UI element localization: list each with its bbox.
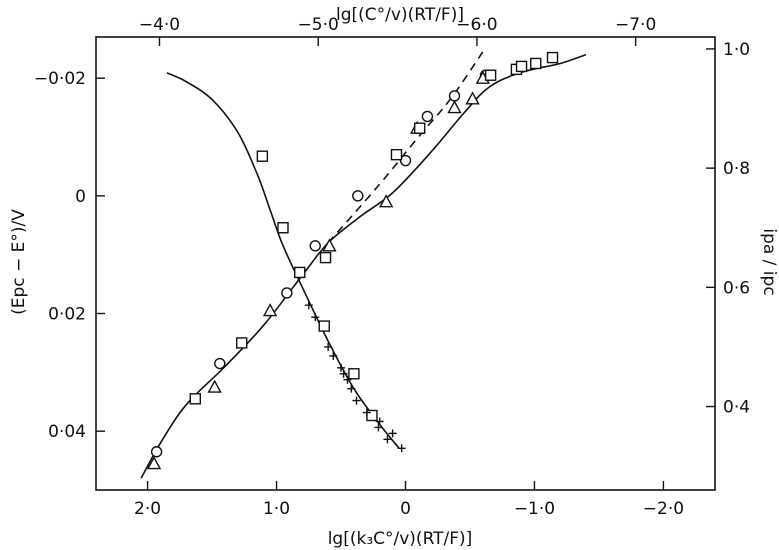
circle-point <box>150 446 163 458</box>
cross-point <box>304 301 313 310</box>
cross-point <box>343 375 352 384</box>
cross-point <box>383 435 392 444</box>
left-tick-label: 0·04 <box>48 422 86 442</box>
top-tick-label: −4·0 <box>139 15 180 35</box>
left-tick-label: −0·02 <box>34 69 86 89</box>
top-tick-label: −6·0 <box>456 15 497 35</box>
bottom-tick-label: 0 <box>400 499 411 519</box>
cross-point <box>339 369 348 378</box>
bottom-tick-label: −1·0 <box>514 499 555 519</box>
top-tick-label: −5·0 <box>298 15 339 35</box>
right-tick-label: 0·4 <box>723 398 750 418</box>
cross-point <box>352 396 361 405</box>
plot-frame <box>95 36 716 491</box>
cross-point <box>311 313 320 322</box>
data-markers <box>146 51 559 470</box>
square-point <box>236 337 248 349</box>
fitted-curves <box>140 51 587 479</box>
bottom-tick-label: 1·0 <box>263 499 290 519</box>
triangle-point <box>447 100 462 114</box>
cross-point <box>388 429 397 438</box>
bottom-axis-title: lg[(k₃C°/v)(RT/F)] <box>328 529 473 549</box>
dashed-curve <box>327 51 484 244</box>
square-point <box>546 51 559 64</box>
square-point <box>390 148 403 161</box>
cross-point <box>362 408 371 417</box>
triangle-point <box>465 91 480 105</box>
circle-point <box>399 154 412 167</box>
circle-point <box>448 90 461 102</box>
cross-point <box>329 351 338 360</box>
square-point <box>256 150 269 162</box>
top-axis-title: lg[(C°/v)(RT/F)] <box>336 5 464 25</box>
cross-point <box>347 384 356 393</box>
top-tick-label: −7·0 <box>615 15 656 35</box>
square-point <box>294 266 306 279</box>
right-tick-label: 0·8 <box>723 159 750 179</box>
triangle-point <box>322 238 337 252</box>
right-tick-label: 1·0 <box>723 40 750 60</box>
circle-point <box>352 190 364 202</box>
square-point <box>348 368 360 380</box>
left-tick-label: 0 <box>75 187 86 207</box>
cross-point <box>374 423 383 432</box>
right-tick-label: 0·6 <box>723 278 750 298</box>
circle-point <box>281 287 293 299</box>
square-point <box>277 222 289 234</box>
square-point <box>189 393 201 405</box>
cross-point <box>375 417 384 426</box>
triangle-point <box>262 303 278 317</box>
left-axis-title: (Epc − E°)/V <box>9 209 29 315</box>
cross-point <box>397 444 406 453</box>
solid-curve-2 <box>166 72 400 449</box>
cross-point <box>324 342 333 351</box>
square-point <box>484 69 497 81</box>
left-tick-label: 0·02 <box>48 305 86 325</box>
bottom-tick-label: −2·0 <box>643 499 684 519</box>
circle-point <box>421 110 434 123</box>
square-point <box>318 320 330 332</box>
cross-point <box>337 363 346 372</box>
square-point <box>515 60 528 73</box>
axis-ticks: 2·0 1·0 0 −1·0 −2·0 −4·0 −5·0 −6·0 −7·0 −0·02 0 0·0… <box>34 15 750 519</box>
bottom-tick-label: 2·0 <box>134 499 161 519</box>
right-axis-title: ipa / ipc <box>759 228 779 295</box>
triangle-point <box>207 379 222 393</box>
square-point <box>413 122 426 134</box>
circle-point <box>309 240 321 252</box>
circle-point <box>214 357 226 370</box>
triangle-point <box>378 194 394 208</box>
solid-curve-0 <box>140 53 587 479</box>
square-point <box>530 57 542 70</box>
triangle-point <box>146 456 162 470</box>
plot-border <box>95 36 716 491</box>
square-point <box>319 251 332 264</box>
